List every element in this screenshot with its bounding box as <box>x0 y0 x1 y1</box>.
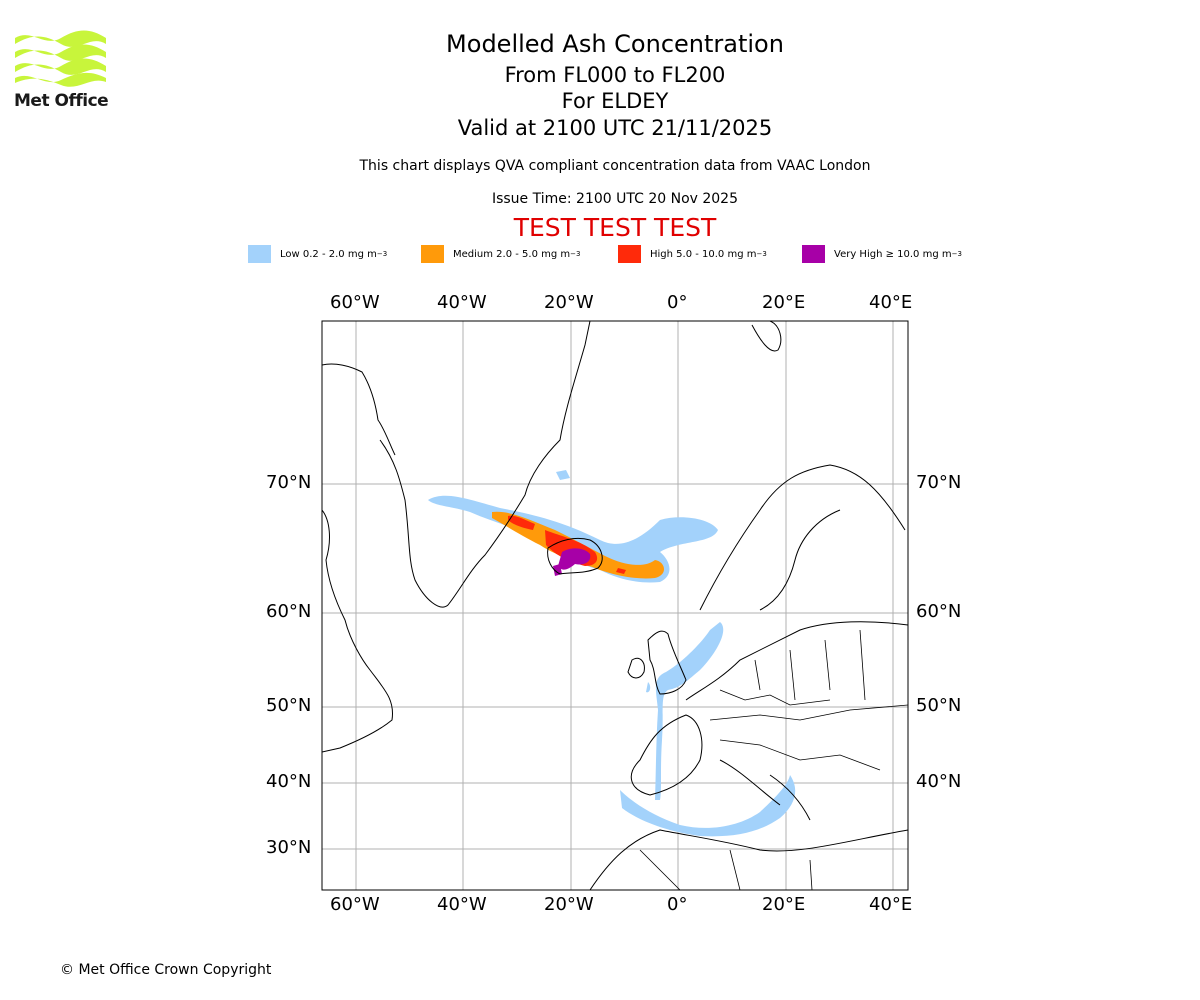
legend-medium-swatch <box>421 245 444 263</box>
chart-title: Modelled Ash Concentration <box>446 30 784 58</box>
lon-label-top-0: 0° <box>667 292 688 313</box>
legend-low-label: Low 0.2 - 2.0 mg m <box>280 248 377 260</box>
legend-high-unit: −3 <box>756 250 767 258</box>
logo-text: Met Office <box>14 91 109 111</box>
lat-label-left-60n: 60°N <box>266 601 312 622</box>
lon-label-top-20e: 20°E <box>762 292 806 313</box>
lat-label-right-60n: 60°N <box>916 601 962 622</box>
map-gridlines <box>322 321 908 890</box>
met-office-waves-icon <box>15 30 106 87</box>
lon-label-bottom-60w: 60°W <box>330 894 380 915</box>
test-banner: TEST TEST TEST <box>513 213 717 242</box>
lat-label-left-70n: 70°N <box>266 472 312 493</box>
lon-label-bottom-0: 0° <box>667 894 688 915</box>
legend-low: Low 0.2 - 2.0 mg m −3 <box>248 244 387 264</box>
country-borders <box>639 629 908 890</box>
legend-very-high-swatch <box>802 245 825 263</box>
lat-label-left-40n: 40°N <box>266 771 312 792</box>
copyright-notice: © Met Office Crown Copyright <box>60 962 272 978</box>
level-range: From FL000 to FL200 <box>504 63 726 87</box>
lon-label-top-40e: 40°E <box>869 292 913 313</box>
valid-time: Valid at 2100 UTC 21/11/2025 <box>457 116 773 140</box>
legend-medium-unit: −3 <box>570 250 581 258</box>
legend-very-high-label: Very High ≥ 10.0 mg m <box>834 248 952 260</box>
lat-label-left-30n: 30°N <box>266 837 312 858</box>
issue-time: Issue Time: 2100 UTC 20 Nov 2025 <box>491 191 739 207</box>
coastlines <box>322 321 908 890</box>
lat-label-left-50n: 50°N <box>266 695 312 716</box>
lat-label-right-70n: 70°N <box>916 472 962 493</box>
lon-label-top-20w: 20°W <box>544 292 594 313</box>
legend-low-unit: −3 <box>376 250 388 258</box>
lon-label-bottom-20w: 20°W <box>544 894 594 915</box>
legend-medium: Medium 2.0 - 5.0 mg m −3 <box>421 244 580 264</box>
legend-low-swatch <box>248 245 271 263</box>
legend-high-label: High 5.0 - 10.0 mg m <box>650 248 757 260</box>
chart-description: This chart displays QVA compliant concen… <box>359 158 871 174</box>
location-name: For ELDEY <box>561 89 669 113</box>
ash-very-high-concentration <box>553 548 591 576</box>
legend-very-high: Very High ≥ 10.0 mg m −3 <box>802 244 962 264</box>
lat-label-right-50n: 50°N <box>916 695 962 716</box>
met-office-logo <box>14 30 108 94</box>
lon-label-top-60w: 60°W <box>330 292 380 313</box>
legend-medium-label: Medium 2.0 - 5.0 mg m <box>453 248 571 260</box>
legend-high-swatch <box>618 245 641 263</box>
ash-low-concentration <box>428 470 796 837</box>
lon-label-bottom-40w: 40°W <box>437 894 487 915</box>
legend-very-high-unit: −3 <box>951 250 962 258</box>
map-frame <box>321 320 909 891</box>
lon-label-bottom-40e: 40°E <box>869 894 913 915</box>
lon-label-top-40w: 40°W <box>437 292 487 313</box>
lon-label-bottom-20e: 20°E <box>762 894 806 915</box>
lat-label-right-40n: 40°N <box>916 771 962 792</box>
legend-high: High 5.0 - 10.0 mg m −3 <box>618 244 767 264</box>
